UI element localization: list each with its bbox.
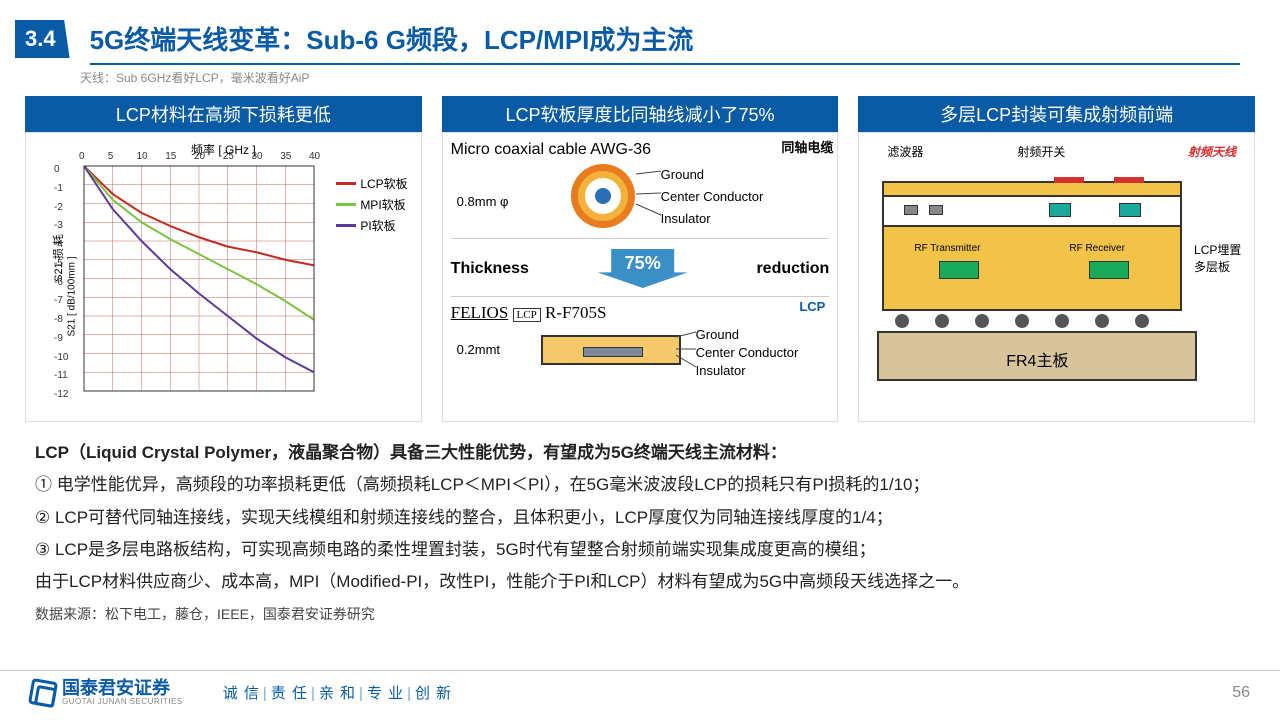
panel-right-heading: 多层LCP封装可集成射频前端 (858, 96, 1255, 132)
fr4-board: FR4主板 (877, 331, 1197, 381)
panel-mid: LCP软板厚度比同轴线减小了75% Micro coaxial cable AW… (442, 96, 839, 422)
body-l4: 由于LCP材料供应商少、成本高，MPI（Modified-PI，改性PI，性能介… (35, 566, 1245, 598)
chart-svg (74, 161, 334, 401)
panel-left-heading: LCP材料在高频下损耗更低 (25, 96, 422, 132)
panels-row: LCP材料在高频下损耗更低 频率 [ GHz ] S21 损 耗 S21 [ d… (0, 86, 1280, 422)
panel-left: LCP材料在高频下损耗更低 频率 [ GHz ] S21 损 耗 S21 [ d… (25, 96, 422, 422)
company-en: GUOTAI JUNAN SECURITIES (62, 697, 183, 706)
footer: 国泰君安证券 GUOTAI JUNAN SECURITIES 诚 信|责 任|亲… (0, 670, 1280, 706)
body-lead: LCP（Liquid Crystal Polymer，液晶聚合物）具备三大性能优… (35, 437, 1245, 469)
rl-fr4: FR4主板 (879, 333, 1195, 371)
rl-switch: 射频开关 (1017, 143, 1065, 160)
reduction-arrow: 75% (598, 249, 688, 288)
flab-ground: Ground (696, 327, 739, 342)
felios-brand: FELIOS (451, 303, 509, 322)
rl-lcp: LCP埋置多层板 (1194, 241, 1244, 275)
lcp-flat-diagram: FELIOS LCP R-F705S LCP 0.2mmt Ground Cen… (451, 296, 830, 406)
lcp-board: RF Transmitter RF Receiver (882, 181, 1182, 311)
legend-pi: PI软板 (360, 217, 395, 234)
panel-mid-body: Micro coaxial cable AWG-36 同轴电缆 0.8mm φ … (442, 132, 839, 422)
panel-right: 多层LCP封装可集成射频前端 滤波器 射频开关 射频天线 (858, 96, 1255, 422)
company-cn: 国泰君安证券 (62, 679, 183, 697)
slide-header: 3.4 5G终端天线变革：Sub-6 G频段，LCP/MPI成为主流 (0, 0, 1280, 65)
page-number: 56 (1232, 684, 1250, 702)
flat-body (541, 335, 681, 365)
data-source: 数据来源：松下电工，藤仓，IEEE，国泰君安证券研究 (0, 598, 1280, 624)
body-l1: ① 电学性能优异，高频段的功率损耗更低（高频损耗LCP＜MPI＜PI），在5G毫… (35, 469, 1245, 501)
footer-values: 诚 信|责 任|亲 和|专 业|创 新 (223, 682, 452, 703)
coax-title: Micro coaxial cable AWG-36 (451, 141, 830, 159)
company-logo: 国泰君安证券 GUOTAI JUNAN SECURITIES (30, 679, 183, 706)
lab-center: Center Conductor (661, 189, 764, 204)
rl-tx: RF Transmitter (914, 243, 980, 254)
slide-subtitle: 天线：Sub 6GHz看好LCP，毫米波看好AiP (80, 69, 1280, 86)
felios-tag: LCP (513, 308, 541, 322)
flab-center: Center Conductor (696, 345, 799, 360)
rl-rx: RF Receiver (1069, 243, 1125, 254)
panel-mid-heading: LCP软板厚度比同轴线减小了75% (442, 96, 839, 132)
body-l3: ③ LCP是多层电路板结构，可实现高频电路的柔性埋置封装，5G时代有望整合射频前… (35, 534, 1245, 566)
coax-badge: 同轴电缆 (781, 137, 833, 156)
rf-diagram: 滤波器 射频开关 射频天线 (867, 141, 1246, 413)
lcp-badge: LCP (799, 299, 825, 314)
legend-lcp: LCP软板 (360, 175, 407, 192)
thickness-word: Thickness (451, 260, 529, 278)
section-number: 3.4 (15, 20, 70, 58)
rl-filter: 滤波器 (887, 143, 923, 160)
felios-model: R-F705S (545, 303, 606, 322)
logo-icon (28, 677, 58, 707)
flat-dim: 0.2mmt (457, 342, 500, 357)
rl-antenna: 射频天线 (1188, 143, 1236, 160)
thickness-row: Thickness 75% reduction (451, 241, 830, 296)
reduction-word: reduction (756, 260, 829, 278)
panel-right-body: 滤波器 射频开关 射频天线 (858, 132, 1255, 422)
legend-mpi: MPI软板 (360, 196, 405, 213)
slide-title: 5G终端天线变革：Sub-6 G频段，LCP/MPI成为主流 (90, 20, 1240, 65)
flab-insul: Insulator (696, 363, 746, 378)
body-text: LCP（Liquid Crystal Polymer，液晶聚合物）具备三大性能优… (0, 422, 1280, 598)
loss-chart: 频率 [ GHz ] S21 损 耗 S21 [ dB/100mm ] LCP软… (34, 141, 413, 413)
coax-diagram: 0.8mm φ Ground Center Conductor Insulato… (451, 159, 830, 239)
coax-dim: 0.8mm φ (457, 194, 509, 209)
chart-legend: LCP软板 MPI软板 PI软板 (336, 171, 407, 238)
body-l2: ② LCP可替代同轴连接线，实现天线模组和射频连接线的整合，且体积更小，LCP厚… (35, 502, 1245, 534)
panel-left-body: 频率 [ GHz ] S21 损 耗 S21 [ dB/100mm ] LCP软… (25, 132, 422, 422)
